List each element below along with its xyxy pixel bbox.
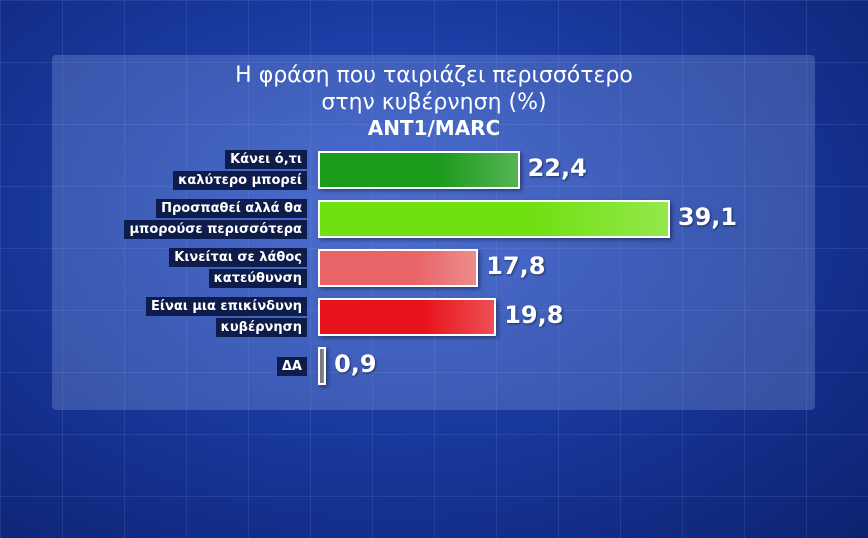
category-label-line: καλύτερο μπορεί	[173, 171, 307, 190]
category-label-line: Κάνει ό,τι	[225, 150, 307, 169]
category-label: Είναι μια επικίνδυνη κυβέρνηση	[146, 297, 307, 337]
category-label-line: Προσπαθεί αλλά θα	[156, 199, 307, 218]
bar	[318, 249, 479, 287]
bar	[318, 298, 497, 336]
category-label: Κάνει ό,τι καλύτερο μπορεί	[173, 150, 307, 190]
chart-subtitle: ANT1/MARC	[367, 116, 501, 140]
category-label: ΔΑ	[276, 356, 307, 376]
value-label: 17,8	[486, 252, 546, 280]
category-label-line: Είναι μια επικίνδυνη	[146, 297, 307, 316]
value-label: 39,1	[677, 203, 738, 231]
category-label-line: μπορούσε περισσότερα	[124, 220, 307, 239]
category-label-line: ΔΑ	[276, 356, 307, 376]
chart-title: Η φράση που ταιριάζει περισσότερο στην κ…	[235, 63, 633, 115]
value-label: 22,4	[527, 154, 587, 182]
bar	[318, 151, 520, 189]
bar	[318, 200, 670, 238]
category-label-line: κατεύθυνση	[208, 269, 307, 288]
category-label-line: κυβέρνηση	[215, 318, 307, 337]
bar	[318, 347, 327, 385]
value-label: 0,9	[334, 350, 377, 378]
value-label: 19,8	[504, 301, 564, 329]
category-label: Προσπαθεί αλλά θα μπορούσε περισσότερα	[124, 199, 307, 239]
category-label: Κινείται σε λάθος κατεύθυνση	[169, 248, 307, 288]
category-label-line: Κινείται σε λάθος	[169, 248, 307, 267]
